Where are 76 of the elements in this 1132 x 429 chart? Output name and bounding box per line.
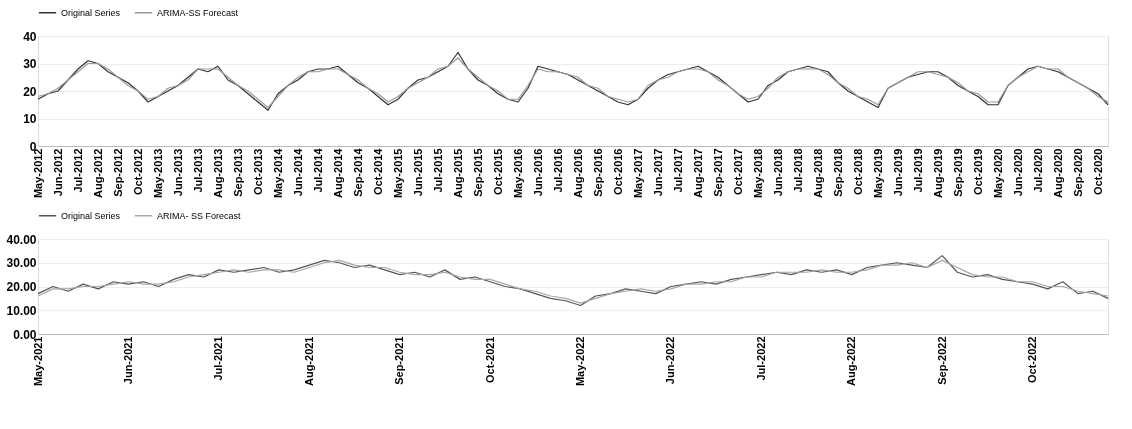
x-tick-label: Jun-2022 — [664, 336, 677, 385]
x-tick-label: Jul-2015 — [431, 148, 444, 193]
legend-label: Original Series — [61, 7, 121, 18]
x-tick-label: Aug-2022 — [845, 336, 858, 387]
x-tick-label: Jun-2019 — [891, 148, 904, 197]
x-tick-label: May-2018 — [751, 148, 764, 199]
x-tick-label: May-2019 — [871, 148, 884, 199]
x-tick-label: Aug-2020 — [1051, 148, 1064, 199]
x-tick-label: Jul-2016 — [551, 148, 564, 193]
x-tick-label: Aug-2013 — [211, 148, 224, 199]
x-tick-label: May-2017 — [631, 148, 644, 199]
x-tick-label: Jul-2012 — [71, 148, 84, 193]
x-tick-label: Jun-2014 — [291, 147, 304, 197]
x-tick-label: Jul-2021 — [212, 336, 225, 381]
y-tick-label: 40.00 — [6, 232, 37, 247]
x-tick-label: Aug-2018 — [811, 148, 824, 199]
x-tick-label: Sep-2020 — [1071, 148, 1084, 197]
legend-label: ARIMA-SS Forecast — [157, 7, 239, 18]
x-tick-label: Oct-2015 — [491, 148, 504, 195]
x-tick-label: Sep-2021 — [393, 336, 406, 385]
x-tick-label: May-2020 — [991, 148, 1004, 199]
x-tick-label: May-2022 — [574, 336, 587, 387]
y-tick-label: 10 — [23, 112, 37, 126]
x-tick-label: Jun-2013 — [171, 148, 184, 197]
y-tick-label: 30.00 — [6, 256, 37, 271]
x-tick-label: Oct-2012 — [131, 148, 144, 195]
x-tick-label: Sep-2012 — [111, 148, 124, 197]
x-tick-label: Jun-2021 — [121, 336, 134, 385]
x-tick-label: Sep-2022 — [935, 336, 948, 385]
x-tick-label: Jul-2017 — [671, 148, 684, 193]
x-tick-label: Aug-2014 — [331, 147, 344, 199]
x-tick-label: Sep-2016 — [591, 148, 604, 197]
x-tick-label: Aug-2015 — [451, 148, 464, 199]
x-tick-label: Oct-2014 — [371, 147, 384, 195]
x-tick-label: Jul-2018 — [791, 148, 804, 193]
x-tick-label: May-2015 — [391, 148, 404, 199]
y-tick-label: 10.00 — [6, 303, 37, 318]
x-tick-label: Sep-2017 — [711, 148, 724, 197]
y-tick-label: 40 — [23, 29, 37, 44]
x-tick-label: May-2014 — [271, 147, 284, 199]
x-tick-label: Jun-2012 — [51, 148, 64, 197]
x-tick-label: May-2013 — [151, 148, 164, 199]
x-tick-label: May-2016 — [511, 148, 524, 199]
x-tick-label: Jun-2015 — [411, 148, 424, 197]
legend-label: Original Series — [61, 210, 121, 221]
x-tick-label: Sep-2019 — [951, 148, 964, 197]
x-tick-label: Oct-2021 — [483, 336, 496, 383]
x-tick-label: Oct-2020 — [1091, 148, 1104, 195]
x-tick-label: Jul-2022 — [754, 336, 767, 381]
x-tick-label: Aug-2021 — [302, 336, 315, 387]
x-tick-label: Oct-2017 — [731, 148, 744, 195]
x-tick-label: Jun-2018 — [771, 148, 784, 197]
x-tick-label: Oct-2016 — [611, 148, 624, 195]
x-tick-label: Jul-2019 — [911, 148, 924, 193]
legend-label: ARIMA- SS Forecast — [157, 210, 242, 221]
x-tick-label: Aug-2017 — [691, 148, 704, 199]
y-tick-label: 30 — [23, 57, 37, 71]
x-tick-label: Jun-2017 — [651, 148, 664, 197]
x-tick-label: Oct-2018 — [851, 148, 864, 195]
x-tick-label: Jul-2013 — [191, 148, 204, 193]
x-tick-label: Oct-2022 — [1026, 336, 1039, 383]
x-tick-label: Aug-2019 — [931, 148, 944, 199]
x-tick-label: Sep-2014 — [351, 147, 364, 197]
x-tick-label: Aug-2016 — [571, 148, 584, 199]
x-tick-label: Sep-2013 — [231, 148, 244, 197]
x-tick-label: Jul-2014 — [311, 147, 324, 193]
x-tick-label: Oct-2013 — [251, 148, 264, 195]
x-tick-label: Sep-2015 — [471, 148, 484, 197]
y-tick-label: 20.00 — [6, 280, 37, 294]
x-tick-label: Oct-2019 — [971, 148, 984, 195]
x-tick-label: Aug-2012 — [91, 148, 104, 199]
x-tick-label: Jun-2016 — [531, 148, 544, 197]
x-tick-label: Sep-2018 — [831, 148, 844, 197]
x-tick-label: Jun-2020 — [1011, 148, 1024, 197]
x-tick-label: Jul-2020 — [1031, 148, 1044, 193]
y-tick-label: 20 — [23, 84, 37, 99]
